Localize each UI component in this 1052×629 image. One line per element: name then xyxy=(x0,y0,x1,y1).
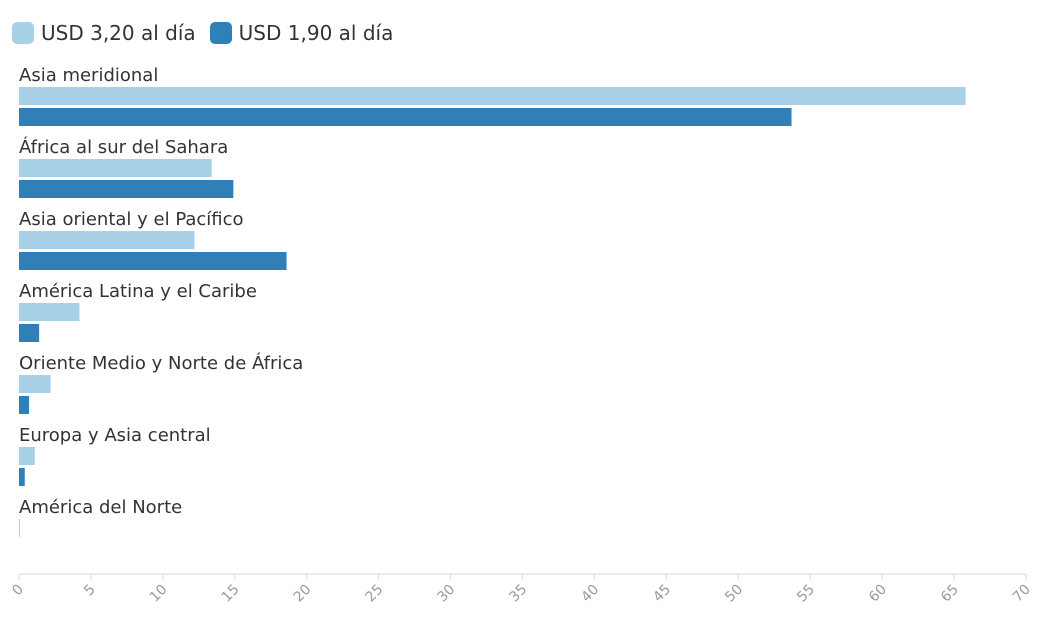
x-tick-label-15: 15 xyxy=(219,582,243,606)
legend-swatch-usd-3-20 xyxy=(12,22,34,44)
x-tick-label-25: 25 xyxy=(363,582,387,606)
legend-swatch-usd-1-90 xyxy=(209,22,232,44)
x-tick-label-40: 40 xyxy=(578,582,602,606)
x-tick-label-10: 10 xyxy=(147,582,171,606)
bar-america-latina-y-el-caribe-series-1 xyxy=(19,303,80,321)
x-tick-label-20: 20 xyxy=(291,582,315,606)
category-label-america-latina-y-el-caribe: América Latina y el Caribe xyxy=(19,281,257,302)
legend-item-usd-3-20: USD 3,20 al día xyxy=(12,21,196,45)
x-tick-label-35: 35 xyxy=(506,582,530,606)
category-label-asia-meridional: Asia meridional xyxy=(19,65,158,86)
category-label-oriente-medio-y-norte-de-africa: Oriente Medio y Norte de África xyxy=(19,352,303,374)
x-tick-label-70: 70 xyxy=(1010,582,1034,606)
x-tick-label-65: 65 xyxy=(938,582,962,606)
category-label-america-del-norte: América del Norte xyxy=(19,497,182,518)
bar-africa-al-sur-del-sahara-series-1 xyxy=(19,159,212,177)
bar-europa-y-asia-central-series-1 xyxy=(19,447,35,465)
x-tick-label-55: 55 xyxy=(794,582,818,606)
bar-america-del-norte-series-1 xyxy=(19,519,20,537)
bar-asia-meridional-series-1 xyxy=(19,87,966,105)
legend-item-usd-1-90: USD 1,90 al día xyxy=(209,21,394,45)
bar-oriente-medio-y-norte-de-africa-series-1 xyxy=(19,375,51,393)
x-tick-label-30: 30 xyxy=(434,582,458,606)
x-tick-label-50: 50 xyxy=(722,582,746,606)
x-tick-label-45: 45 xyxy=(650,582,674,606)
category-label-africa-al-sur-del-sahara: África al sur del Sahara xyxy=(19,136,228,158)
x-tick-label-60: 60 xyxy=(866,582,890,606)
bar-asia-oriental-y-el-pacifico-series-2 xyxy=(19,252,287,270)
bar-europa-y-asia-central-series-2 xyxy=(19,468,25,486)
category-label-europa-y-asia-central: Europa y Asia central xyxy=(19,425,211,446)
bar-africa-al-sur-del-sahara-series-2 xyxy=(19,180,234,198)
bar-america-latina-y-el-caribe-series-2 xyxy=(19,324,40,342)
legend-label-usd-1-90: USD 1,90 al día xyxy=(238,21,394,45)
x-tick-label-5: 5 xyxy=(81,582,99,600)
bar-asia-meridional-series-2 xyxy=(19,108,792,126)
legend-label-usd-3-20: USD 3,20 al día xyxy=(41,21,196,45)
bar-asia-oriental-y-el-pacifico-series-1 xyxy=(19,231,195,249)
legend: USD 3,20 al día USD 1,90 al día xyxy=(12,18,407,48)
category-label-asia-oriental-y-el-pacifico: Asia oriental y el Pacífico xyxy=(19,209,244,230)
bar-oriente-medio-y-norte-de-africa-series-2 xyxy=(19,396,30,414)
x-tick-label-0: 0 xyxy=(9,582,27,600)
